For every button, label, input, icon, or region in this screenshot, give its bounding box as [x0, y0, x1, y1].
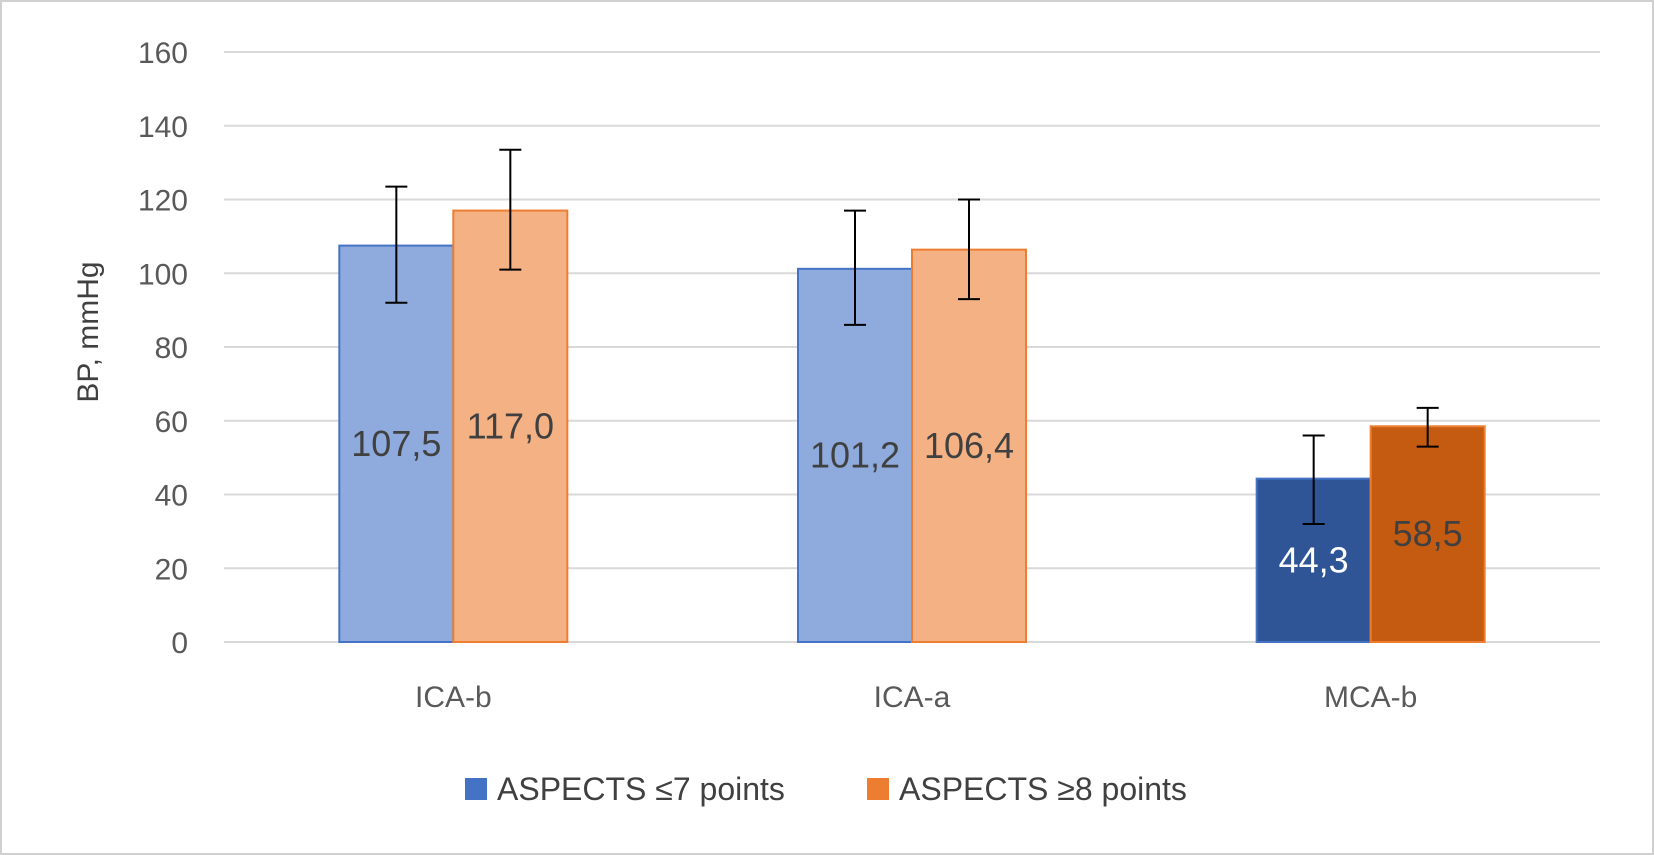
- x-axis-ticks: ICA-b ICA-a MCA-b: [415, 681, 1417, 714]
- data-label-MCA-b-series-2: 58,5: [1393, 513, 1463, 554]
- legend-label-1: ASPECTS ≤7 points: [497, 771, 785, 807]
- data-label-ICA-b-series-1: 107,5: [351, 423, 441, 464]
- y-tick-label-140: 140: [138, 111, 188, 144]
- bar-ICA-b-series-2: [452, 209, 569, 643]
- data-label-ICA-b-series-2: 117,0: [467, 405, 554, 446]
- legend-swatch-2: [867, 778, 889, 800]
- bar-MCA-b-series-2: [1369, 425, 1486, 643]
- y-tick-label-120: 120: [138, 185, 188, 218]
- y-tick-label-40: 40: [155, 480, 188, 513]
- legend: ASPECTS ≤7 points ASPECTS ≥8 points: [465, 771, 1187, 807]
- bars: [338, 209, 1486, 643]
- y-axis-label: BP, mmHg: [72, 261, 105, 402]
- data-label-ICA-a-series-1: 101,2: [810, 434, 900, 475]
- x-tick-label-ICA-b: ICA-b: [415, 681, 492, 714]
- y-tick-label-80: 80: [155, 332, 188, 365]
- error-bars: [385, 148, 1439, 525]
- bar-ICA-a-series-1: [797, 267, 913, 643]
- data-label-MCA-b-series-1: 44,3: [1279, 539, 1349, 580]
- legend-label-2: ASPECTS ≥8 points: [899, 771, 1187, 807]
- y-tick-label-100: 100: [138, 258, 188, 291]
- y-tick-label-0: 0: [171, 627, 188, 660]
- data-labels: 107,5 117,0 101,2 106,4 44,3 58,5: [351, 405, 1462, 580]
- data-label-ICA-a-series-2: 106,4: [924, 425, 1014, 466]
- bar-ICA-a-series-2: [911, 248, 1027, 643]
- y-axis-ticks: 0 20 40 60 80 100 120 140 160: [138, 37, 188, 660]
- y-tick-label-20: 20: [155, 553, 188, 586]
- x-tick-label-MCA-b: MCA-b: [1324, 681, 1417, 714]
- x-tick-label-ICA-a: ICA-a: [874, 681, 951, 714]
- y-tick-label-60: 60: [155, 406, 188, 439]
- y-tick-label-160: 160: [138, 37, 188, 70]
- legend-swatch-1: [465, 778, 487, 800]
